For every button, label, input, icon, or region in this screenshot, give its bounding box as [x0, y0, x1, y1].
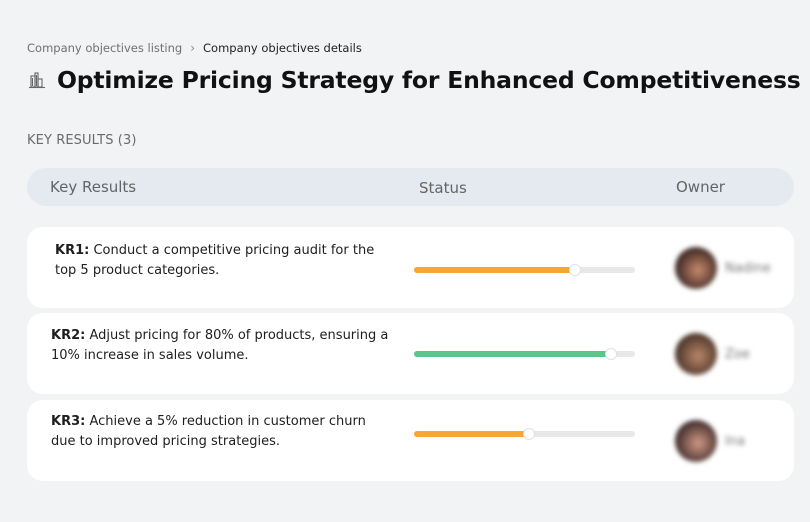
- owner-name: Ina: [725, 433, 746, 449]
- progress-handle[interactable]: [569, 264, 582, 276]
- chevron-right-icon: ›: [190, 41, 196, 55]
- progress-fill: [414, 431, 529, 437]
- progress-fill: [414, 267, 576, 273]
- avatar: [675, 333, 717, 375]
- key-result-code: KR2:: [51, 328, 86, 343]
- column-header-status: Status: [419, 179, 467, 197]
- page-title: Optimize Pricing Strategy for Enhanced C…: [57, 66, 801, 94]
- progress-handle[interactable]: [604, 348, 617, 360]
- progress-bar: [414, 348, 635, 360]
- avatar: [675, 420, 717, 462]
- key-result-description: KR2: Adjust pricing for 80% of products,…: [51, 326, 391, 366]
- building-chart-icon: [27, 70, 47, 90]
- progress-fill: [414, 351, 611, 357]
- table-header: Key Results Status Owner: [27, 168, 794, 206]
- owner-cell[interactable]: Zoe: [675, 333, 750, 375]
- progress-bar: [414, 264, 635, 276]
- key-result-description: KR1: Conduct a competitive pricing audit…: [55, 241, 395, 281]
- progress-handle[interactable]: [522, 428, 535, 440]
- owner-cell[interactable]: Ina: [675, 420, 745, 462]
- owner-name: Nadine: [725, 260, 771, 276]
- owner-name: Zoe: [725, 346, 750, 362]
- key-result-code: KR3:: [51, 414, 86, 429]
- key-result-text: Conduct a competitive pricing audit for …: [55, 243, 375, 278]
- column-header-owner: Owner: [676, 178, 725, 196]
- key-results-count-label: KEY RESULTS (3): [27, 133, 137, 148]
- key-result-text: Achieve a 5% reduction in customer churn…: [51, 414, 366, 449]
- breadcrumb-link-listing[interactable]: Company objectives listing: [27, 41, 183, 55]
- key-result-row[interactable]: KR1: Conduct a competitive pricing audit…: [27, 227, 794, 308]
- breadcrumb-current: Company objectives details: [203, 41, 362, 55]
- key-result-row[interactable]: KR2: Adjust pricing for 80% of products,…: [27, 313, 794, 394]
- progress-bar: [414, 428, 635, 440]
- owner-cell[interactable]: Nadine: [675, 247, 771, 289]
- key-result-code: KR1:: [55, 243, 90, 258]
- key-result-description: KR3: Achieve a 5% reduction in customer …: [51, 412, 391, 452]
- column-header-key-results: Key Results: [50, 178, 137, 196]
- page-header: Optimize Pricing Strategy for Enhanced C…: [27, 66, 801, 94]
- breadcrumb: Company objectives listing › Company obj…: [27, 41, 362, 55]
- key-result-row[interactable]: KR3: Achieve a 5% reduction in customer …: [27, 400, 794, 481]
- key-result-text: Adjust pricing for 80% of products, ensu…: [51, 328, 389, 363]
- avatar: [675, 247, 717, 289]
